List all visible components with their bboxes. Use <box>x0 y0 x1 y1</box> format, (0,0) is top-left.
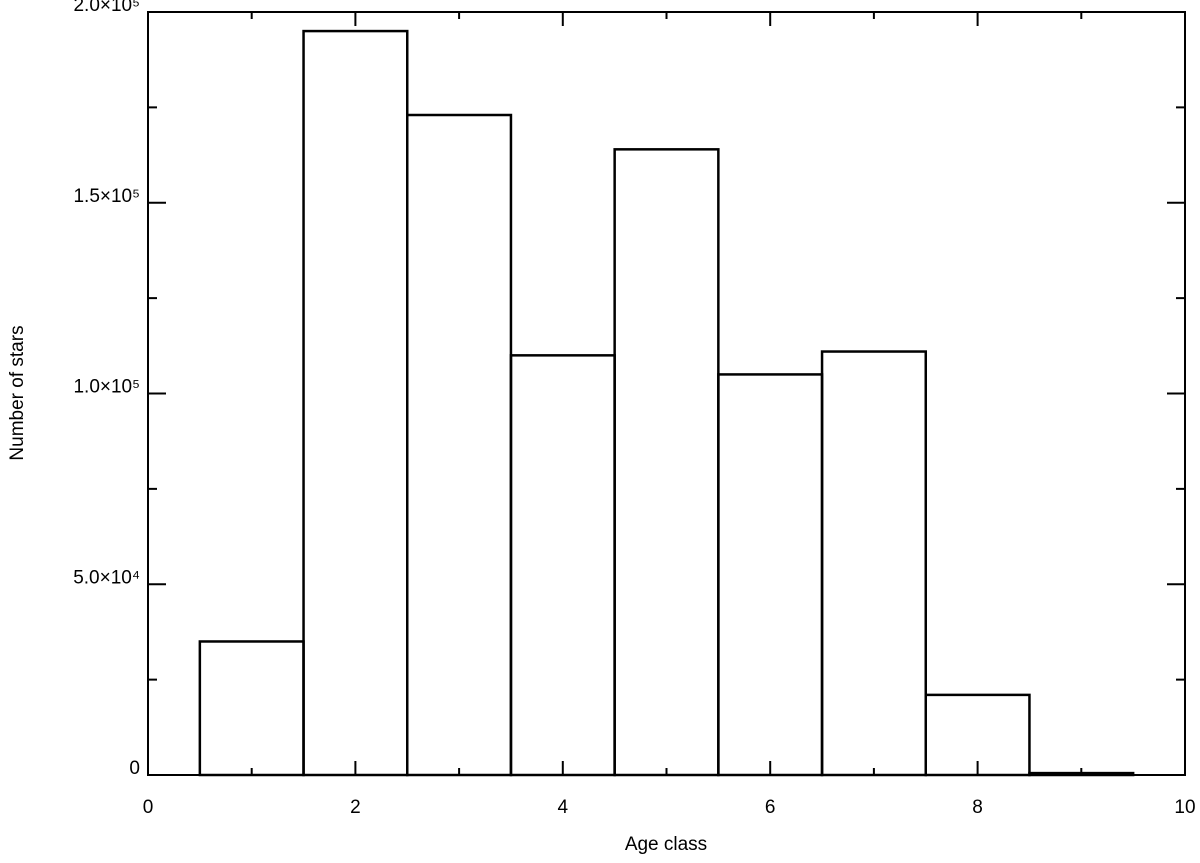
bar <box>302 29 409 777</box>
y-tick-label: 1.0×10⁵ <box>73 377 140 398</box>
y-tick-label: 5.0×10⁴ <box>73 567 140 588</box>
bar <box>406 113 513 777</box>
x-tick-label: 4 <box>558 797 569 818</box>
x-tick-label: 8 <box>972 797 983 818</box>
bar <box>1028 771 1135 777</box>
x-axis-title: Age class <box>625 834 707 855</box>
y-tick-label: 1.5×10⁵ <box>73 186 140 207</box>
x-tick-label: 10 <box>1174 797 1195 818</box>
bar <box>820 350 927 777</box>
bar <box>509 354 616 777</box>
y-tick-label: 0 <box>129 758 140 779</box>
y-tick-label: 2.0×10⁵ <box>73 0 140 16</box>
bar <box>924 693 1031 777</box>
y-axis-title: Number of stars <box>7 325 28 460</box>
x-tick-label: 6 <box>765 797 776 818</box>
bar <box>613 148 720 777</box>
x-tick-label: 0 <box>143 797 154 818</box>
x-tick-label: 2 <box>350 797 361 818</box>
bar <box>717 373 824 777</box>
bar <box>198 640 305 777</box>
